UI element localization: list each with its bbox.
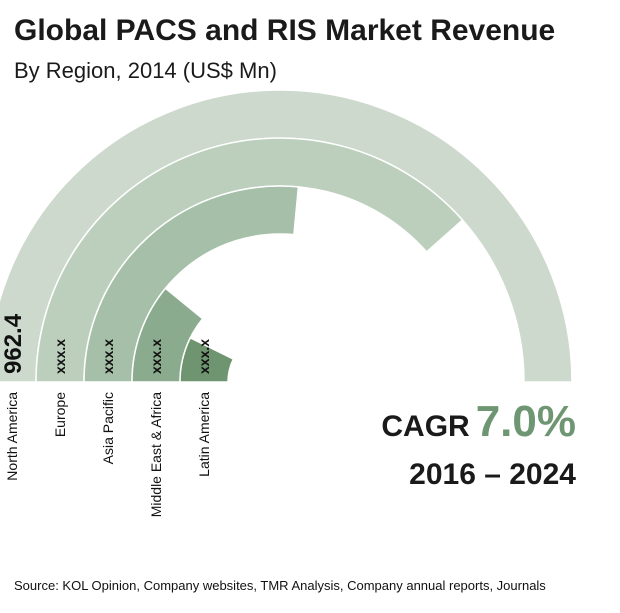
chart-title: Global PACS and RIS Market Revenue: [14, 14, 556, 47]
cagr-callout: CAGR 7.0% 2016 – 2024: [381, 400, 576, 492]
value-label-3: xxx.x: [148, 339, 164, 374]
value-label-4: xxx.x: [196, 339, 212, 374]
value-label-2: xxx.x: [100, 339, 116, 374]
cagr-value: 7.0%: [475, 397, 576, 446]
category-label-2: Asia Pacific: [100, 392, 116, 464]
value-label-0: 962.4: [0, 313, 27, 374]
cagr-label: CAGR: [381, 410, 470, 443]
source-note: Source: KOL Opinion, Company websites, T…: [14, 578, 546, 593]
cagr-period: 2016 – 2024: [409, 458, 576, 491]
chart-subtitle: By Region, 2014 (US$ Mn): [14, 58, 277, 83]
value-label-1: xxx.x: [52, 339, 68, 374]
cagr-line: CAGR 7.0%: [381, 400, 576, 444]
category-label-0: North America: [4, 392, 20, 481]
category-label-3: Middle East & Africa: [148, 392, 164, 517]
category-label-4: Latin America: [196, 392, 212, 477]
category-label-1: Europe: [52, 392, 68, 437]
ring-bar-4: [179, 336, 235, 383]
